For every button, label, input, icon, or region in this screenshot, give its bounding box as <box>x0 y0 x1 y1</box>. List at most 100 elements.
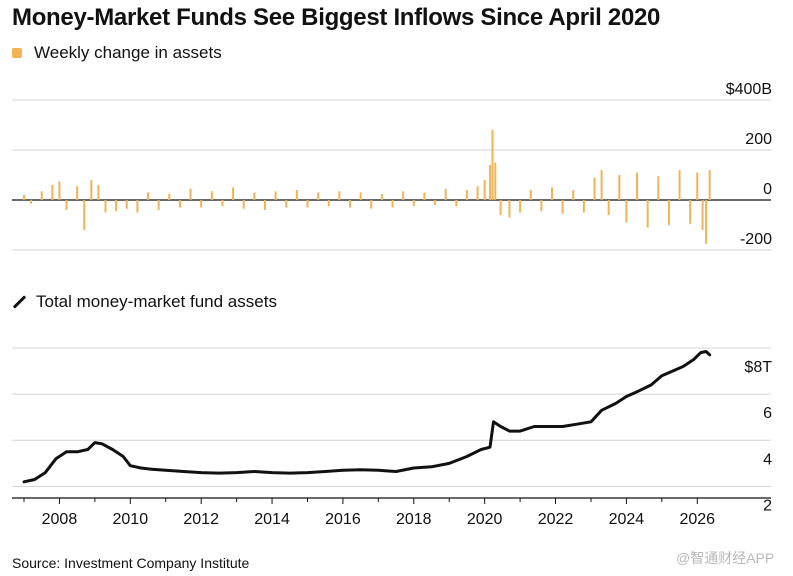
weekly-change-y-tick-label: 200 <box>745 131 772 148</box>
x-tick-label: 2022 <box>538 511 574 528</box>
x-tick-label: 2010 <box>113 511 149 528</box>
weekly-change-bar <box>90 180 93 200</box>
weekly-change-bar <box>499 200 502 215</box>
x-tick-label: 2024 <box>609 511 645 528</box>
weekly-change-bar <box>104 200 107 213</box>
weekly-change-bar <box>232 187 235 200</box>
weekly-change-bar <box>115 200 118 212</box>
weekly-change-bar <box>412 200 415 207</box>
weekly-change-bar <box>263 200 266 210</box>
total-assets-line <box>22 350 712 484</box>
watermark: @智通财经APP <box>676 550 775 566</box>
weekly-change-bar <box>327 200 330 207</box>
weekly-change-bar <box>689 200 692 224</box>
weekly-change-grid <box>12 99 771 251</box>
x-tick-label: 2026 <box>679 511 715 528</box>
weekly-change-bar <box>607 200 610 215</box>
weekly-change-bar <box>540 200 543 212</box>
weekly-change-bar <box>189 188 192 200</box>
weekly-change-bar <box>491 130 494 200</box>
chart-title: Money-Market Funds See Biggest Inflows S… <box>12 4 661 31</box>
weekly-change-bar <box>519 200 522 213</box>
weekly-change-bar <box>476 186 479 200</box>
x-tick-label: 2018 <box>396 511 432 528</box>
weekly-change-bar <box>423 192 426 200</box>
x-tick-label: 2012 <box>183 511 219 528</box>
weekly-change-bar <box>338 191 341 200</box>
weekly-change-bar <box>147 192 150 200</box>
x-tick-label: 2008 <box>42 511 78 528</box>
weekly-change-bar <box>455 200 458 207</box>
weekly-change-bar <box>65 200 68 210</box>
weekly-change-bar <box>483 180 486 200</box>
total-assets-grid <box>12 347 771 487</box>
weekly-change-bar <box>274 191 277 200</box>
total-assets-y-axis-labels: $8T 6 4 2 <box>744 359 772 514</box>
weekly-change-bar <box>550 187 553 200</box>
weekly-change-bar <box>168 193 171 200</box>
weekly-change-bar <box>593 177 596 200</box>
weekly-change-bar <box>23 195 25 200</box>
total-assets-x-axis: 2008 2010 2012 2014 2016 2018 2020 2022 2024 2026 <box>12 497 771 528</box>
weekly-change-bar <box>646 200 649 228</box>
legend-total-assets: Total money-market fund assets <box>12 292 277 312</box>
weekly-change-bar <box>708 170 711 200</box>
weekly-change-bar <box>58 181 61 200</box>
total-assets-y-tick-label: 6 <box>763 405 772 422</box>
weekly-change-bar <box>657 176 660 200</box>
total-assets-y-tick-label: 2 <box>763 497 772 514</box>
weekly-change-bar <box>678 170 681 200</box>
weekly-change-bar <box>83 200 86 230</box>
weekly-change-bar <box>200 200 203 208</box>
weekly-change-bar <box>242 200 245 209</box>
weekly-change-bar <box>157 200 160 210</box>
weekly-change-bar <box>97 185 100 200</box>
weekly-change-bar <box>221 200 224 207</box>
legend-weekly-change: Weekly change in assets <box>12 43 222 63</box>
weekly-change-bar <box>582 200 585 213</box>
weekly-change-bar <box>600 170 603 200</box>
weekly-change-bar <box>572 190 575 200</box>
weekly-change-bar <box>529 190 532 200</box>
weekly-change-bar <box>210 191 213 200</box>
weekly-change-bar <box>444 188 447 200</box>
weekly-change-bar <box>667 200 670 225</box>
weekly-change-bar <box>317 192 320 200</box>
weekly-change-bar <box>306 200 309 208</box>
total-assets-y-tick-label: $8T <box>744 359 772 376</box>
weekly-change-y-axis-labels: $400B 200 0 -200 <box>726 81 772 248</box>
weekly-change-bar <box>178 200 181 208</box>
weekly-change-bar <box>494 162 497 200</box>
x-tick-label: 2014 <box>254 511 290 528</box>
weekly-change-bar <box>349 200 352 208</box>
weekly-change-bar <box>465 190 468 200</box>
weekly-change-bar <box>51 185 54 200</box>
weekly-change-swatch <box>12 48 22 58</box>
total-assets-y-tick-label: 4 <box>763 451 772 468</box>
weekly-change-bar <box>391 200 394 208</box>
weekly-change-bar <box>76 186 79 200</box>
weekly-change-bar <box>488 165 491 200</box>
source-note: Source: Investment Company Institute <box>12 555 250 571</box>
weekly-change-bar <box>402 191 405 200</box>
weekly-change-bar <box>125 200 128 209</box>
weekly-change-bar <box>618 175 621 200</box>
weekly-change-bar <box>701 200 704 230</box>
weekly-change-bar <box>253 192 256 200</box>
weekly-change-bar <box>136 200 139 213</box>
weekly-change-bar <box>359 192 362 200</box>
weekly-change-bar <box>561 200 564 214</box>
weekly-change-y-tick-label: 0 <box>763 181 772 198</box>
x-tick-label: 2016 <box>325 511 361 528</box>
weekly-change-bar <box>295 190 298 200</box>
weekly-change-y-tick-label: -200 <box>740 231 772 248</box>
weekly-change-bar <box>380 193 383 200</box>
weekly-change-bar <box>30 200 33 204</box>
total-assets-line-group <box>22 350 712 484</box>
weekly-change-bar <box>508 200 511 218</box>
weekly-change-bar <box>434 200 437 205</box>
weekly-change-bar <box>636 172 639 200</box>
weekly-change-bar <box>40 191 43 200</box>
weekly-change-bar <box>370 200 373 209</box>
